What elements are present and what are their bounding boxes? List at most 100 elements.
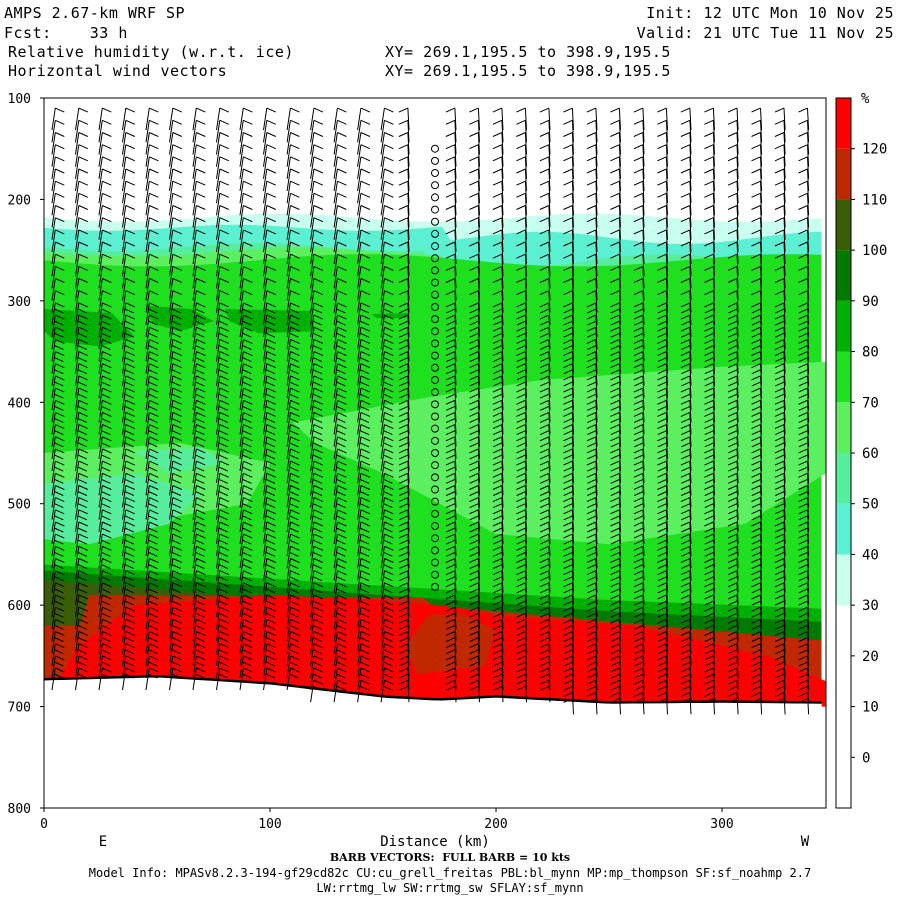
- wind-barb: [333, 424, 347, 447]
- calm-column: [431, 144, 439, 591]
- wind-barb: [169, 472, 183, 496]
- wind-barb: [263, 192, 277, 216]
- wind-barb: [169, 582, 183, 605]
- wind-barb: [263, 168, 277, 192]
- wind-barb: [563, 119, 574, 143]
- wind-barb: [216, 643, 230, 666]
- wind-barb: [798, 618, 810, 642]
- wind-barb: [122, 618, 136, 642]
- wind-barb: [145, 314, 159, 338]
- wind-barb: [680, 241, 692, 265]
- wind-barb: [263, 278, 277, 301]
- wind-barb: [98, 144, 112, 167]
- below-ground: [44, 676, 826, 808]
- wind-barb: [192, 472, 206, 496]
- wind-barb: [380, 241, 394, 265]
- wind-barb: [380, 436, 394, 459]
- wind-barb: [727, 314, 739, 338]
- wind-barb: [122, 411, 136, 435]
- colorbar-label: 60: [862, 446, 879, 462]
- wind-barb: [380, 594, 394, 618]
- wind-barb: [469, 168, 480, 192]
- calm-circle: [431, 412, 439, 421]
- forecast-hour: Fcst: 33 h: [4, 24, 128, 42]
- wind-barb: [75, 326, 89, 350]
- wind-barb: [610, 241, 621, 265]
- wind-barb: [333, 631, 347, 654]
- wind-barb: [51, 363, 65, 386]
- wind-barb: [75, 448, 89, 471]
- wind-barb: [75, 643, 89, 666]
- calm-circle: [431, 461, 439, 470]
- wind-barb: [798, 411, 810, 435]
- colorbar-label: 10: [862, 700, 879, 716]
- calm-circle: [431, 156, 439, 165]
- wind-barb: [75, 667, 89, 691]
- wind-barb: [798, 217, 810, 240]
- wind-barb: [380, 290, 394, 313]
- wind-barb: [357, 594, 371, 618]
- wind-barb: [657, 691, 668, 715]
- wind-barb: [98, 436, 112, 459]
- wind-barb: [51, 205, 65, 228]
- wind-barb: [727, 387, 739, 411]
- wind-barb: [98, 387, 112, 411]
- wind-barb: [286, 533, 300, 557]
- wind-barb: [263, 643, 277, 666]
- wind-barb: [798, 168, 810, 192]
- wind-barb: [239, 570, 253, 593]
- wind-barb: [263, 521, 277, 545]
- wind-barb: [751, 326, 763, 350]
- wind-barb: [727, 290, 739, 313]
- wind-barb: [492, 460, 504, 484]
- wind-barb: [657, 351, 668, 374]
- wind-barb: [563, 290, 574, 313]
- wind-barb: [798, 132, 810, 155]
- wind-barb: [263, 265, 277, 289]
- wind-barb: [357, 326, 371, 350]
- wind-barb: [657, 448, 668, 471]
- wind-barb: [704, 192, 715, 216]
- wind-barb: [216, 338, 230, 362]
- wind-barb: [751, 460, 763, 484]
- wind-barb: [286, 667, 300, 691]
- wind-barb: [492, 521, 504, 545]
- wind-barb: [539, 606, 551, 630]
- wind-barb: [727, 156, 739, 179]
- wind-barb: [727, 448, 739, 471]
- wind-barb: [563, 192, 574, 216]
- wind-barb: [145, 253, 159, 277]
- wind-barb: [680, 570, 692, 593]
- wind-barb: [239, 558, 253, 581]
- wind-barb: [98, 217, 112, 240]
- wind-barb: [333, 533, 347, 557]
- wind-barb: [774, 679, 786, 703]
- wind-barb: [516, 302, 527, 325]
- wind-barb: [145, 107, 159, 131]
- wind-barb: [357, 205, 371, 228]
- wind-barb: [563, 229, 574, 252]
- wind-barb: [610, 314, 621, 338]
- colorbar-label: 30: [862, 598, 879, 614]
- wind-barb: [357, 582, 371, 605]
- wind-barb: [680, 558, 692, 581]
- wind-barb: [469, 618, 480, 642]
- wind-barb: [239, 436, 253, 459]
- wind-barb: [469, 485, 480, 508]
- wind-barb: [357, 351, 371, 374]
- wind-barb: [586, 338, 598, 362]
- wind-barb: [633, 351, 645, 374]
- wind-barb: [586, 168, 598, 192]
- wind-barb: [333, 314, 347, 338]
- wind-barb: [539, 363, 551, 386]
- wind-barb: [445, 144, 457, 167]
- wind-barb: [469, 594, 480, 618]
- wind-barb: [380, 582, 394, 605]
- wind-barb: [239, 594, 253, 618]
- wind-barb: [192, 655, 206, 678]
- wind-barb: [398, 205, 410, 228]
- wind-barb: [610, 144, 621, 167]
- colorbar-swatch: [836, 98, 851, 149]
- wind-barb: [216, 448, 230, 471]
- wind-barb: [192, 229, 206, 252]
